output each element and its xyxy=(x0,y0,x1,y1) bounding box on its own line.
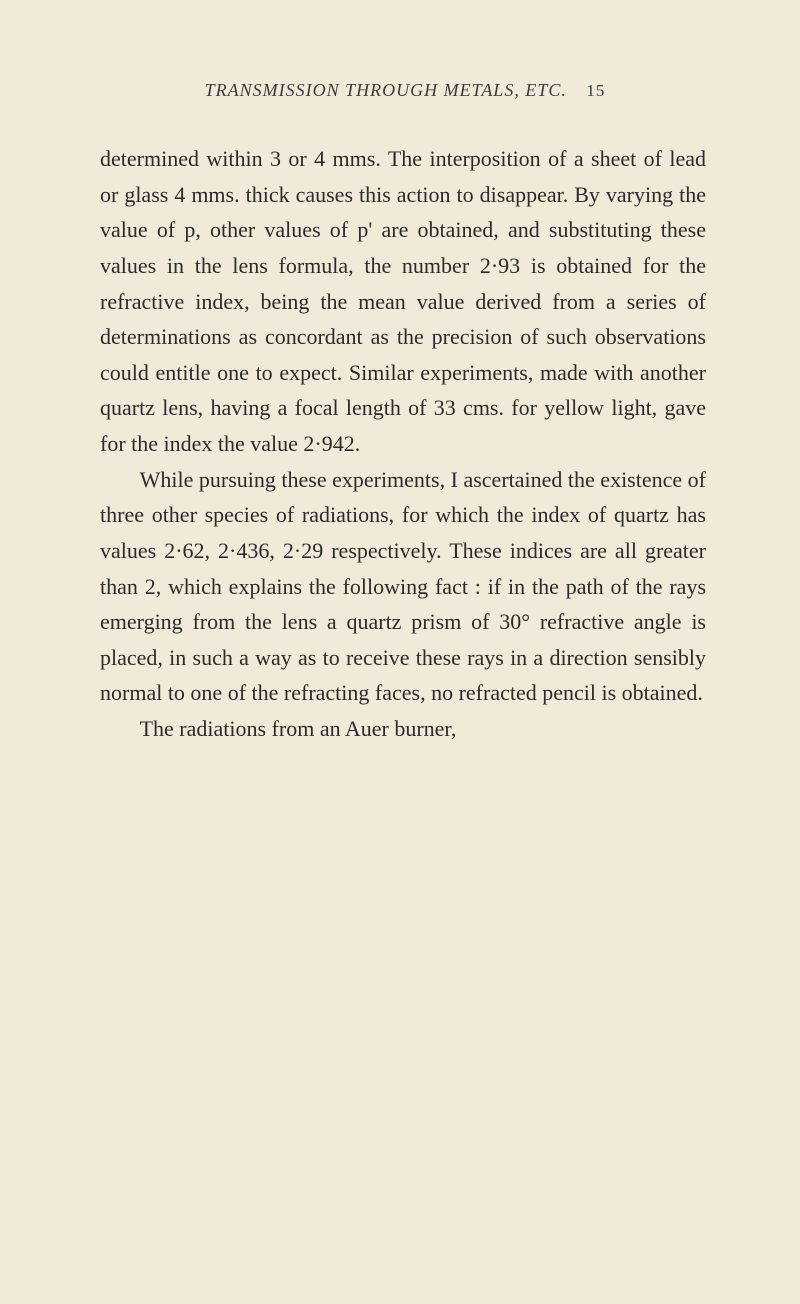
body-paragraph: While pursuing these experiments, I asce… xyxy=(100,462,706,711)
header-title: TRANSMISSION THROUGH METALS, ETC. xyxy=(205,80,567,100)
body-paragraph: The radiations from an Auer burner, xyxy=(100,711,706,747)
body-paragraph: determined within 3 or 4 mms. The interp… xyxy=(100,141,706,462)
running-header: TRANSMISSION THROUGH METALS, ETC. 15 xyxy=(100,80,710,101)
page-content: determined within 3 or 4 mms. The interp… xyxy=(100,141,710,747)
page-number: 15 xyxy=(586,81,605,100)
